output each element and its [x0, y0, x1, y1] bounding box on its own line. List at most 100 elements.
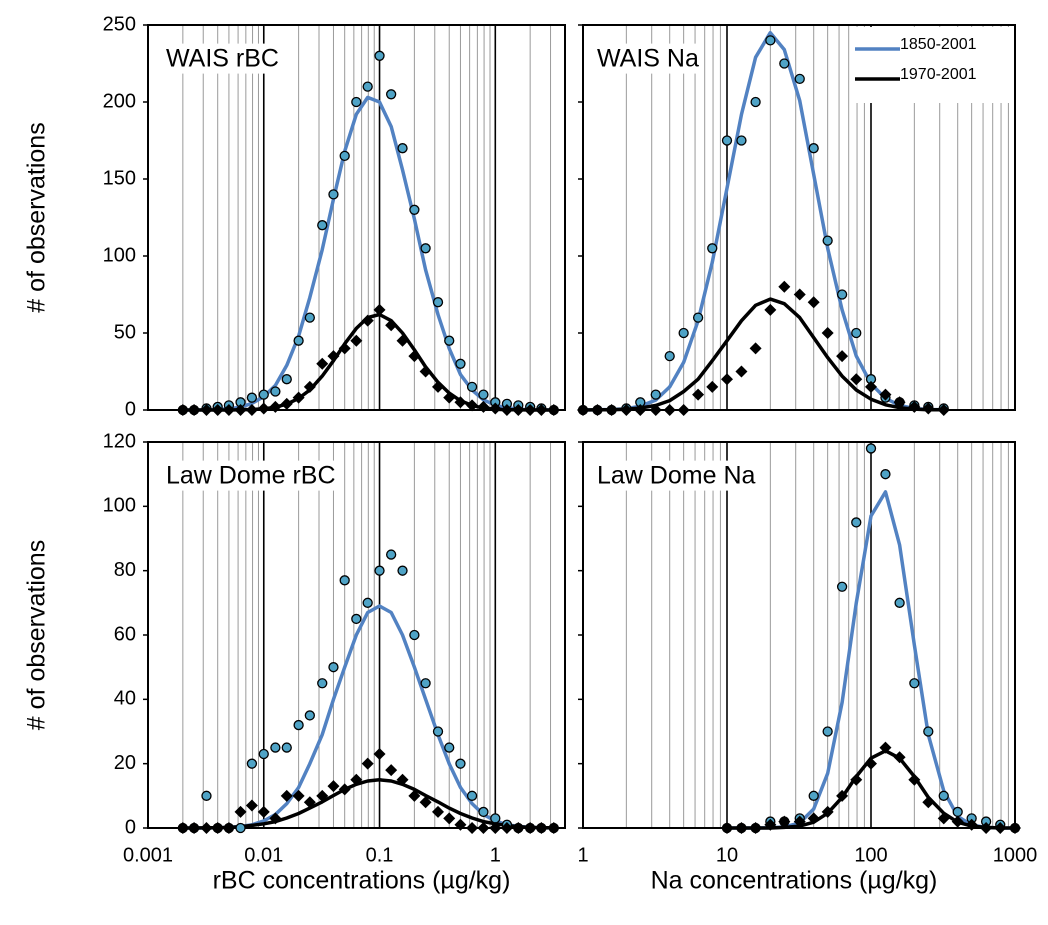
x-tick-label: 0.1 [366, 844, 394, 866]
data-point [707, 243, 718, 254]
panel: 1 10 100 1000 Law Dome Na Na concentrations (… [577, 441, 1038, 895]
data-point [374, 50, 385, 61]
panel: WAIS Na 1850-2001 1970-2001 [577, 24, 1016, 416]
data-point [361, 314, 374, 327]
y-tick-label: 0 [125, 398, 136, 420]
data-point [316, 789, 329, 802]
data-point [419, 365, 432, 378]
y-tick-label: 100 [103, 244, 136, 266]
data-point [808, 790, 819, 801]
data-point [361, 757, 374, 770]
data-point [201, 790, 212, 801]
data-point [735, 822, 748, 834]
data-point [466, 790, 478, 801]
data-point [500, 822, 513, 834]
data-point [922, 402, 935, 415]
data-point [455, 358, 466, 369]
data-point [650, 389, 661, 400]
legend-background [850, 27, 1013, 103]
data-point [281, 742, 292, 753]
data-point [419, 796, 432, 809]
data-point [736, 135, 747, 146]
data-point [850, 773, 863, 786]
data-point [432, 380, 445, 393]
plot-frame [147, 24, 566, 411]
data-point [420, 243, 431, 254]
data-point [327, 780, 340, 793]
data-point [408, 789, 421, 802]
data-point [270, 742, 281, 753]
data-point [535, 822, 548, 834]
data-point [808, 143, 819, 154]
data-point [478, 389, 489, 400]
data-point [258, 748, 269, 760]
data-point [328, 662, 339, 673]
data-point [677, 404, 690, 416]
data-point [234, 404, 247, 416]
data-point [721, 135, 733, 146]
legend-label: 1850-2001 [900, 36, 977, 53]
data-point [735, 365, 748, 378]
y-tick-label: 20 [114, 752, 136, 774]
data-point [524, 822, 537, 834]
x-tick-label: 0.01 [244, 844, 283, 866]
data-point [706, 380, 719, 393]
y-tick-label: 0 [125, 816, 136, 838]
data-point [851, 327, 862, 339]
panel-title: Law Dome Na [597, 462, 755, 490]
x-axis-label: Na concentrations (µg/kg) [651, 867, 938, 895]
data-point [304, 710, 315, 721]
data-point [269, 400, 282, 413]
data-point [880, 469, 891, 480]
data-point [836, 789, 849, 802]
data-point [386, 89, 397, 100]
data-point [269, 812, 282, 825]
data-point [454, 818, 467, 831]
data-point [443, 391, 456, 404]
x-tick-label: 10 [716, 844, 738, 866]
y-tick-label: 120 [103, 430, 136, 452]
data-point [351, 613, 362, 625]
panel-title: WAIS Na [597, 45, 699, 73]
data-point [351, 96, 362, 108]
data-point [547, 822, 560, 834]
data-point [211, 404, 224, 416]
panel: 0.001 0.01 0.1 1 0 20 40 60 80 100 120 Law Dome rBC… [23, 430, 566, 895]
data-point [721, 822, 733, 834]
data-point [317, 678, 328, 689]
data-point [764, 818, 777, 831]
data-point [721, 373, 733, 386]
data-point [293, 335, 304, 346]
data-point [455, 758, 466, 769]
data-point [258, 389, 269, 400]
data-point [362, 81, 373, 92]
data-point [980, 822, 993, 834]
data-point [591, 404, 604, 416]
data-point [477, 400, 490, 413]
data-point [634, 404, 647, 416]
data-point [605, 404, 618, 416]
data-point [779, 58, 790, 69]
data-point [396, 334, 409, 347]
data-point [512, 404, 525, 416]
data-point [257, 402, 270, 415]
data-point [1009, 822, 1021, 834]
data-point [420, 678, 431, 689]
data-point [477, 822, 490, 834]
data-point [454, 396, 467, 409]
data-point [397, 565, 408, 576]
data-point [909, 678, 920, 689]
data-point [245, 799, 258, 812]
data-point [500, 404, 513, 416]
y-tick-label: 60 [114, 623, 136, 645]
y-tick-label: 250 [103, 13, 136, 35]
data-point [807, 296, 820, 309]
data-point [222, 822, 235, 834]
data-point [303, 380, 316, 393]
x-tick-label: 100 [854, 844, 887, 866]
x-tick-label: 1000 [993, 844, 1038, 866]
data-point [466, 381, 478, 393]
data-point [362, 597, 373, 608]
data-point [409, 204, 420, 215]
data-point [234, 805, 247, 818]
